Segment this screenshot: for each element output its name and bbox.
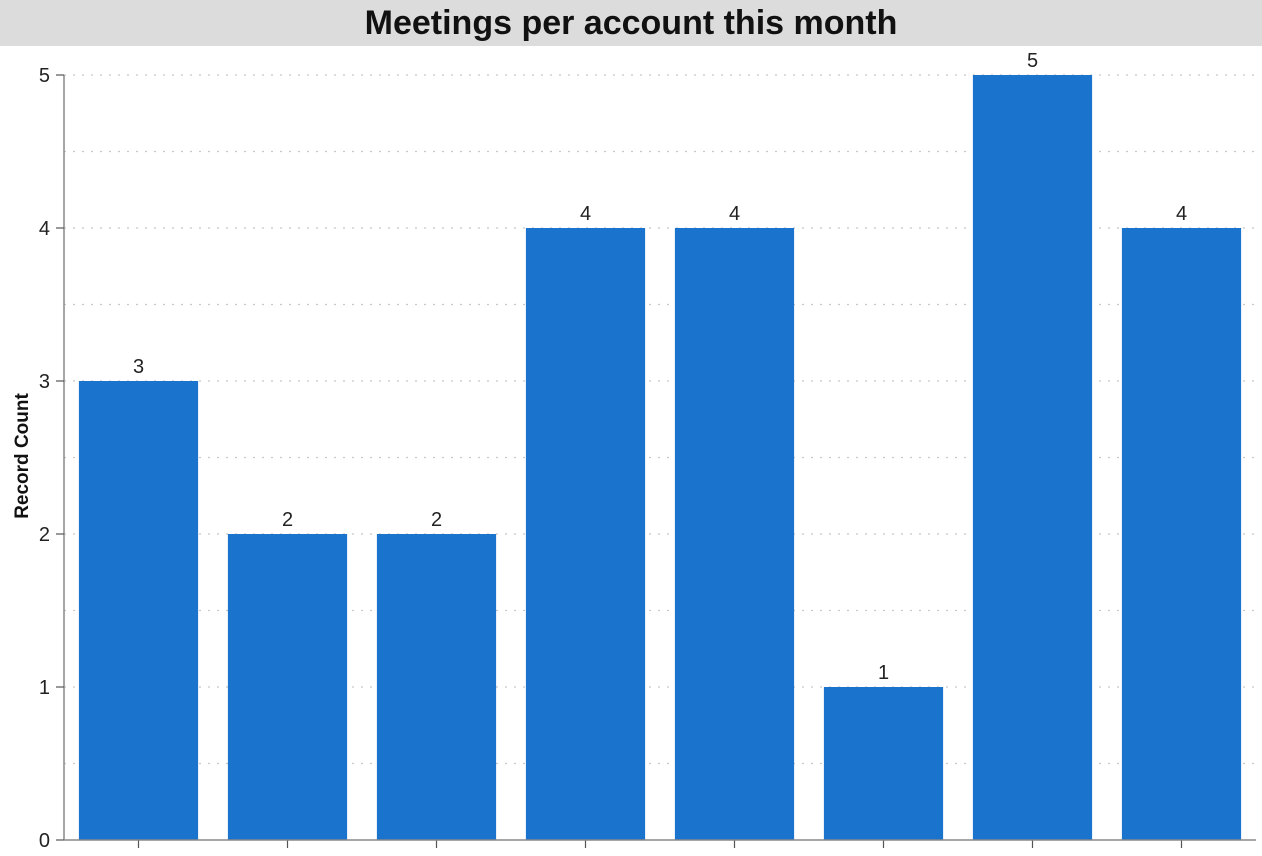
y-tick-label: 5	[39, 65, 50, 87]
bar-value-label: 4	[580, 203, 591, 225]
bar-value-label: 2	[431, 509, 442, 531]
bar[interactable]	[227, 534, 348, 840]
axes: 0 1 2 3 4 5	[39, 65, 1256, 852]
bar-value-label: 2	[282, 509, 293, 531]
chart-title-bar: Meetings per account this month	[0, 0, 1262, 46]
bar[interactable]	[525, 228, 646, 840]
bar-value-label: 4	[1176, 203, 1187, 225]
bar-value-label: 4	[729, 203, 740, 225]
bar[interactable]	[972, 75, 1093, 840]
y-tick-label: 0	[39, 830, 50, 852]
bar-value-label: 1	[878, 662, 889, 684]
y-tick-label: 3	[39, 371, 50, 393]
bar[interactable]	[78, 381, 199, 840]
y-tick-label: 1	[39, 677, 50, 699]
bar[interactable]	[674, 228, 795, 840]
bar-value-label: 3	[133, 356, 144, 378]
bar[interactable]	[823, 687, 944, 840]
chart-title: Meetings per account this month	[364, 4, 898, 42]
y-tick-label: 2	[39, 524, 50, 546]
bar[interactable]	[376, 534, 497, 840]
bar[interactable]	[1121, 228, 1242, 840]
bars	[78, 75, 1242, 840]
y-axis-label: Record Count	[12, 393, 33, 519]
bar-value-label: 5	[1027, 50, 1038, 72]
data-labels: 3 2 2 4 4 1 5 4	[133, 50, 1187, 684]
y-tick-label: 4	[39, 218, 50, 240]
